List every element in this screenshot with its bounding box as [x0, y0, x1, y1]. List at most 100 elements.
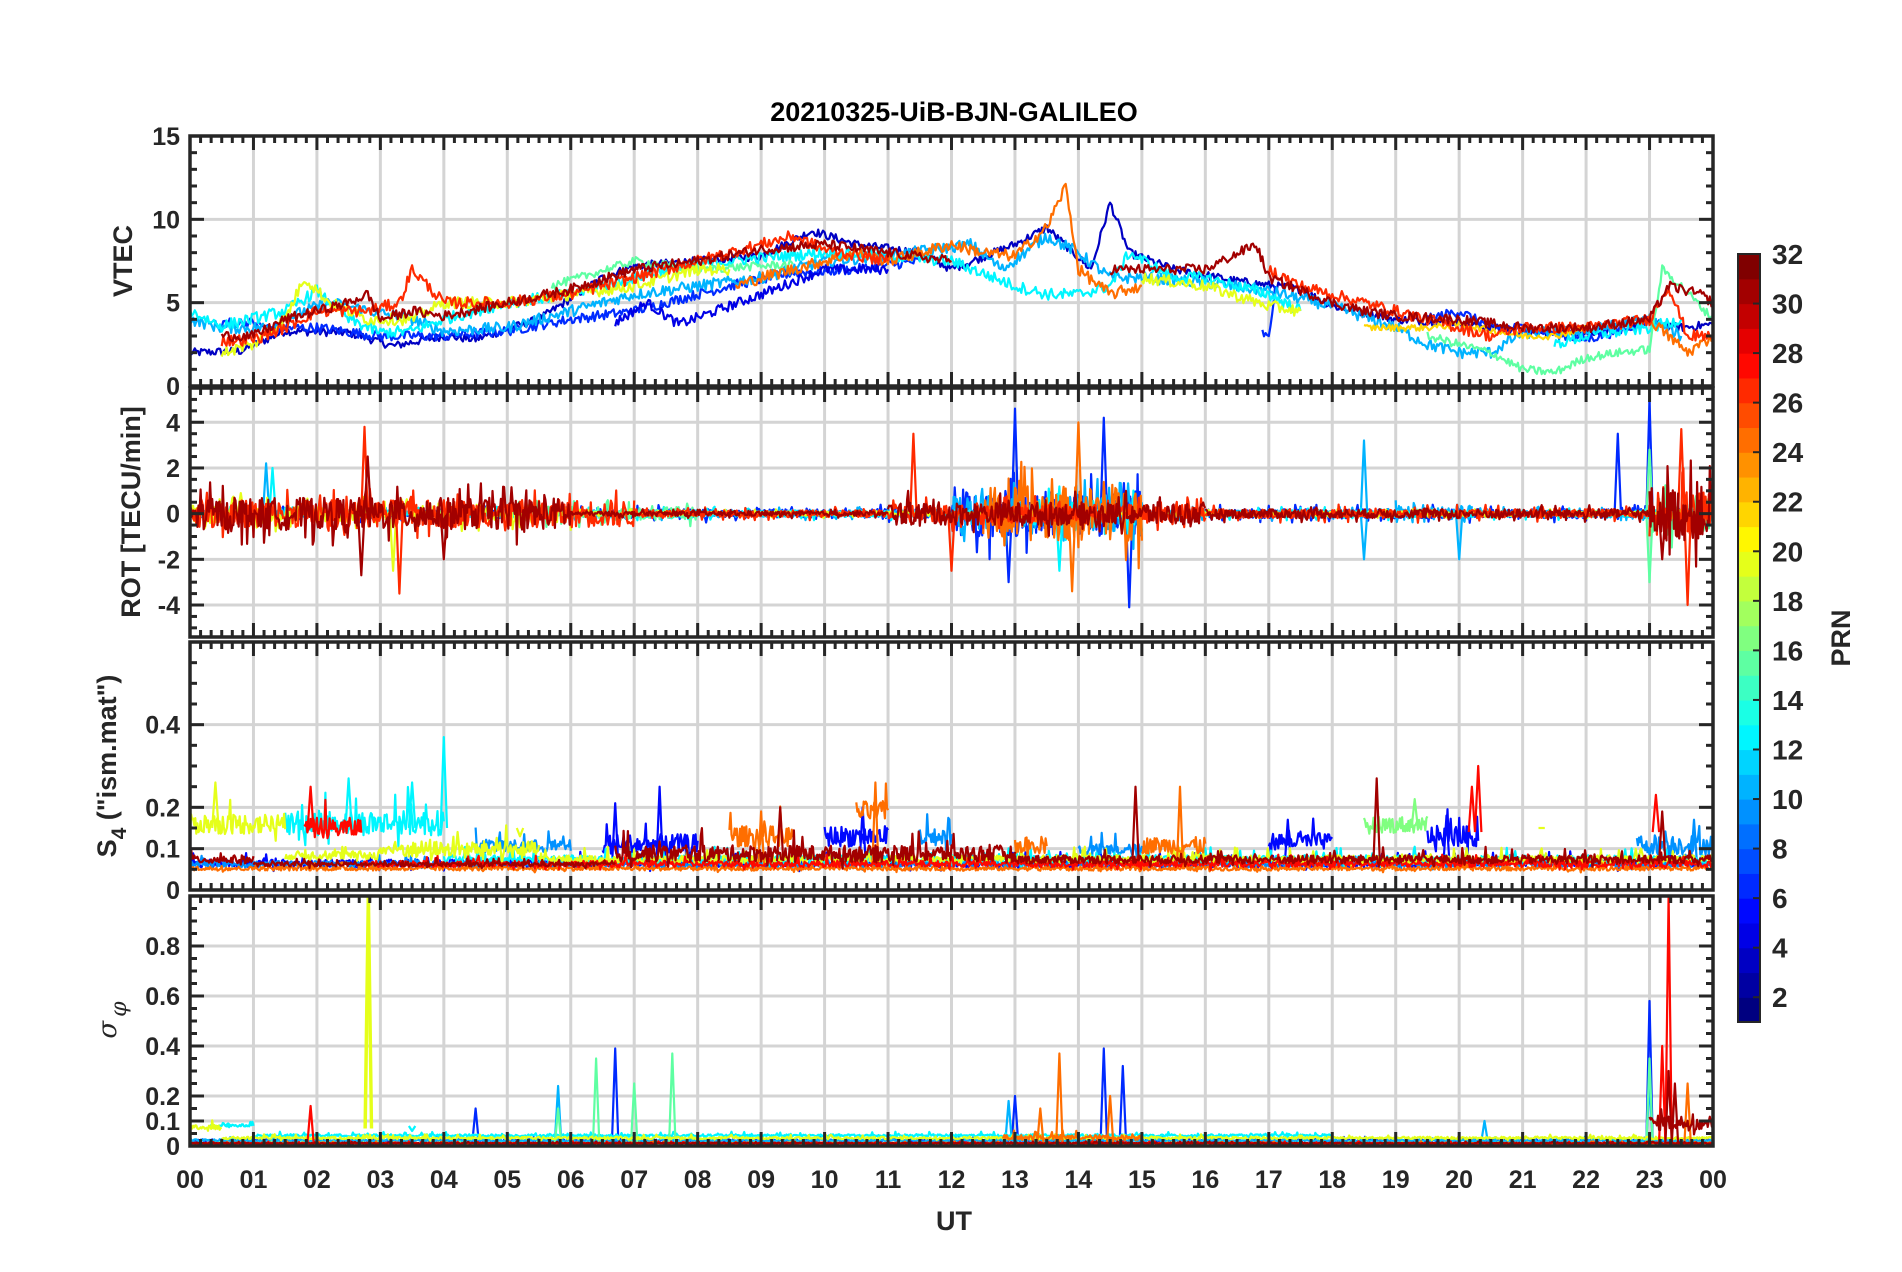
colorbar-segment	[1738, 848, 1760, 874]
axes-box-rot	[188, 386, 1715, 639]
x-tick-label: 10	[811, 1166, 839, 1194]
trace-prn-30	[1204, 504, 1651, 524]
traces-s4	[190, 736, 1713, 874]
spike-prn-27	[1664, 896, 1673, 1144]
spike-prn-24	[1683, 1082, 1692, 1144]
spike-prn-27	[306, 785, 315, 833]
y-axis-label-vtec: VTEC	[108, 225, 138, 297]
trace-prn-5	[1426, 808, 1480, 856]
x-axis-label: UT	[936, 1206, 972, 1236]
sigma-label-main: σ	[93, 1020, 123, 1039]
y-tick-label: 4	[166, 409, 180, 437]
spike-prn-15	[591, 1057, 601, 1144]
spike-prn-10	[1480, 1119, 1489, 1142]
colorbar-tick-label: 6	[1772, 883, 1788, 914]
colorbar-segment	[1738, 898, 1760, 924]
spike-prn-30	[363, 455, 372, 514]
spike-prn-6	[1118, 1064, 1128, 1142]
colorbar-segment	[1738, 997, 1760, 1023]
colorbar-tick-label: 32	[1772, 239, 1803, 270]
colorbar-tick-label: 24	[1772, 437, 1804, 468]
x-tick-label: 03	[366, 1166, 394, 1194]
spike-prn-6	[1613, 432, 1623, 514]
spike-prn-6	[1010, 1094, 1020, 1142]
colorbar-segment	[1738, 823, 1760, 850]
spike-prn-10	[1359, 513, 1369, 561]
colorbar-segment	[1738, 452, 1760, 478]
colorbar-tick-label: 20	[1772, 536, 1803, 567]
colorbar-segment	[1738, 724, 1760, 751]
colorbar-tick-label: 2	[1772, 982, 1788, 1013]
x-tick-label: 12	[938, 1166, 966, 1194]
colorbar-segment	[1738, 699, 1760, 726]
y-tick-label: 0.2	[145, 1083, 180, 1111]
chart-title: 20210325-UiB-BJN-GALILEO	[770, 97, 1138, 127]
spike-prn-30	[439, 513, 449, 561]
spike-prn-27	[1467, 785, 1477, 833]
trace-prn-12	[253, 1130, 1333, 1139]
colorbar-segment	[1738, 774, 1760, 800]
spike-prn-5	[1442, 814, 1451, 866]
colorbar-segment	[1738, 476, 1760, 503]
spike-prn-12	[407, 1125, 417, 1133]
y-tick-label: 0.2	[145, 794, 180, 822]
colorbar-tick-label: 12	[1772, 734, 1803, 765]
trace-prn-30	[220, 239, 952, 343]
trace-prn-30	[1648, 459, 1713, 568]
colorbar-segment	[1738, 749, 1760, 775]
x-tick-label: 21	[1509, 1166, 1537, 1194]
y-tick-label: 0.6	[145, 983, 180, 1011]
y-tick-label: -2	[158, 546, 180, 574]
sigma-label-sub: φ	[107, 1001, 132, 1017]
spike-prn-19	[363, 896, 372, 1129]
x-tick-label: 08	[684, 1166, 712, 1194]
trace-prn-30	[190, 481, 572, 547]
colorbar-frame	[1737, 253, 1761, 1023]
spike-prn-26	[1677, 428, 1686, 514]
colorbar-segment	[1738, 377, 1760, 404]
trace-prn-10	[190, 232, 1683, 360]
spike-prn-26	[909, 432, 918, 514]
spike-prn-10	[1004, 1099, 1013, 1142]
x-tick-label: 01	[240, 1166, 268, 1194]
colorbar-segment	[1738, 922, 1760, 949]
y-tick-label: 5	[166, 290, 180, 318]
x-tick-label: 20	[1445, 1166, 1473, 1194]
trace-prn-9	[1635, 824, 1713, 865]
trace-prn-24	[855, 782, 890, 820]
y-axis-label-s4: S4 ("ism.mat")	[92, 675, 131, 858]
trace-prn-24	[1141, 836, 1207, 855]
spike-prn-24	[1055, 1052, 1064, 1144]
spike-prn-30	[357, 513, 366, 577]
spike-prn-16	[1410, 798, 1419, 829]
panels: 051015-4-202400.10.20.400.10.20.40.60.80…	[145, 123, 1727, 1194]
colorbar-tick-label: 8	[1772, 834, 1788, 865]
spike-prn-24	[1074, 421, 1083, 514]
trace-prn-12	[284, 785, 445, 848]
colorbar-segment	[1738, 972, 1760, 998]
trace-prn-15	[1426, 264, 1713, 376]
spike-prn-10	[1359, 439, 1369, 514]
trace-prn-30	[1648, 1108, 1713, 1136]
x-tick-label: 15	[1128, 1166, 1156, 1194]
x-tick-label: 23	[1636, 1166, 1664, 1194]
y-tick-label: 0	[166, 877, 180, 905]
trace-prn-12	[1553, 317, 1683, 349]
axes-box-s4	[188, 640, 1715, 892]
panel-sigma_phi: 00.10.2 0.4 0.6 0.8 00 01 02 03 04 05 06 07 08 09 10 11…	[145, 894, 1727, 1194]
trace-prn-30	[252, 857, 616, 870]
spike-prn-30	[1658, 810, 1667, 862]
spike-prn-5	[655, 785, 664, 866]
x-tick-label: 00	[176, 1166, 204, 1194]
colorbar-segment	[1738, 650, 1760, 676]
spike-prn-30	[1670, 1082, 1680, 1144]
spike-prn-24	[871, 781, 880, 870]
traces-vtec	[190, 182, 1713, 376]
trace-prn-30	[886, 489, 1207, 537]
colorbar-segment	[1738, 799, 1760, 825]
colorbar-segment	[1738, 675, 1760, 701]
colorbar-segment	[1738, 328, 1760, 354]
spike-prn-30	[1658, 513, 1667, 561]
trace-prn-5	[1267, 817, 1334, 856]
